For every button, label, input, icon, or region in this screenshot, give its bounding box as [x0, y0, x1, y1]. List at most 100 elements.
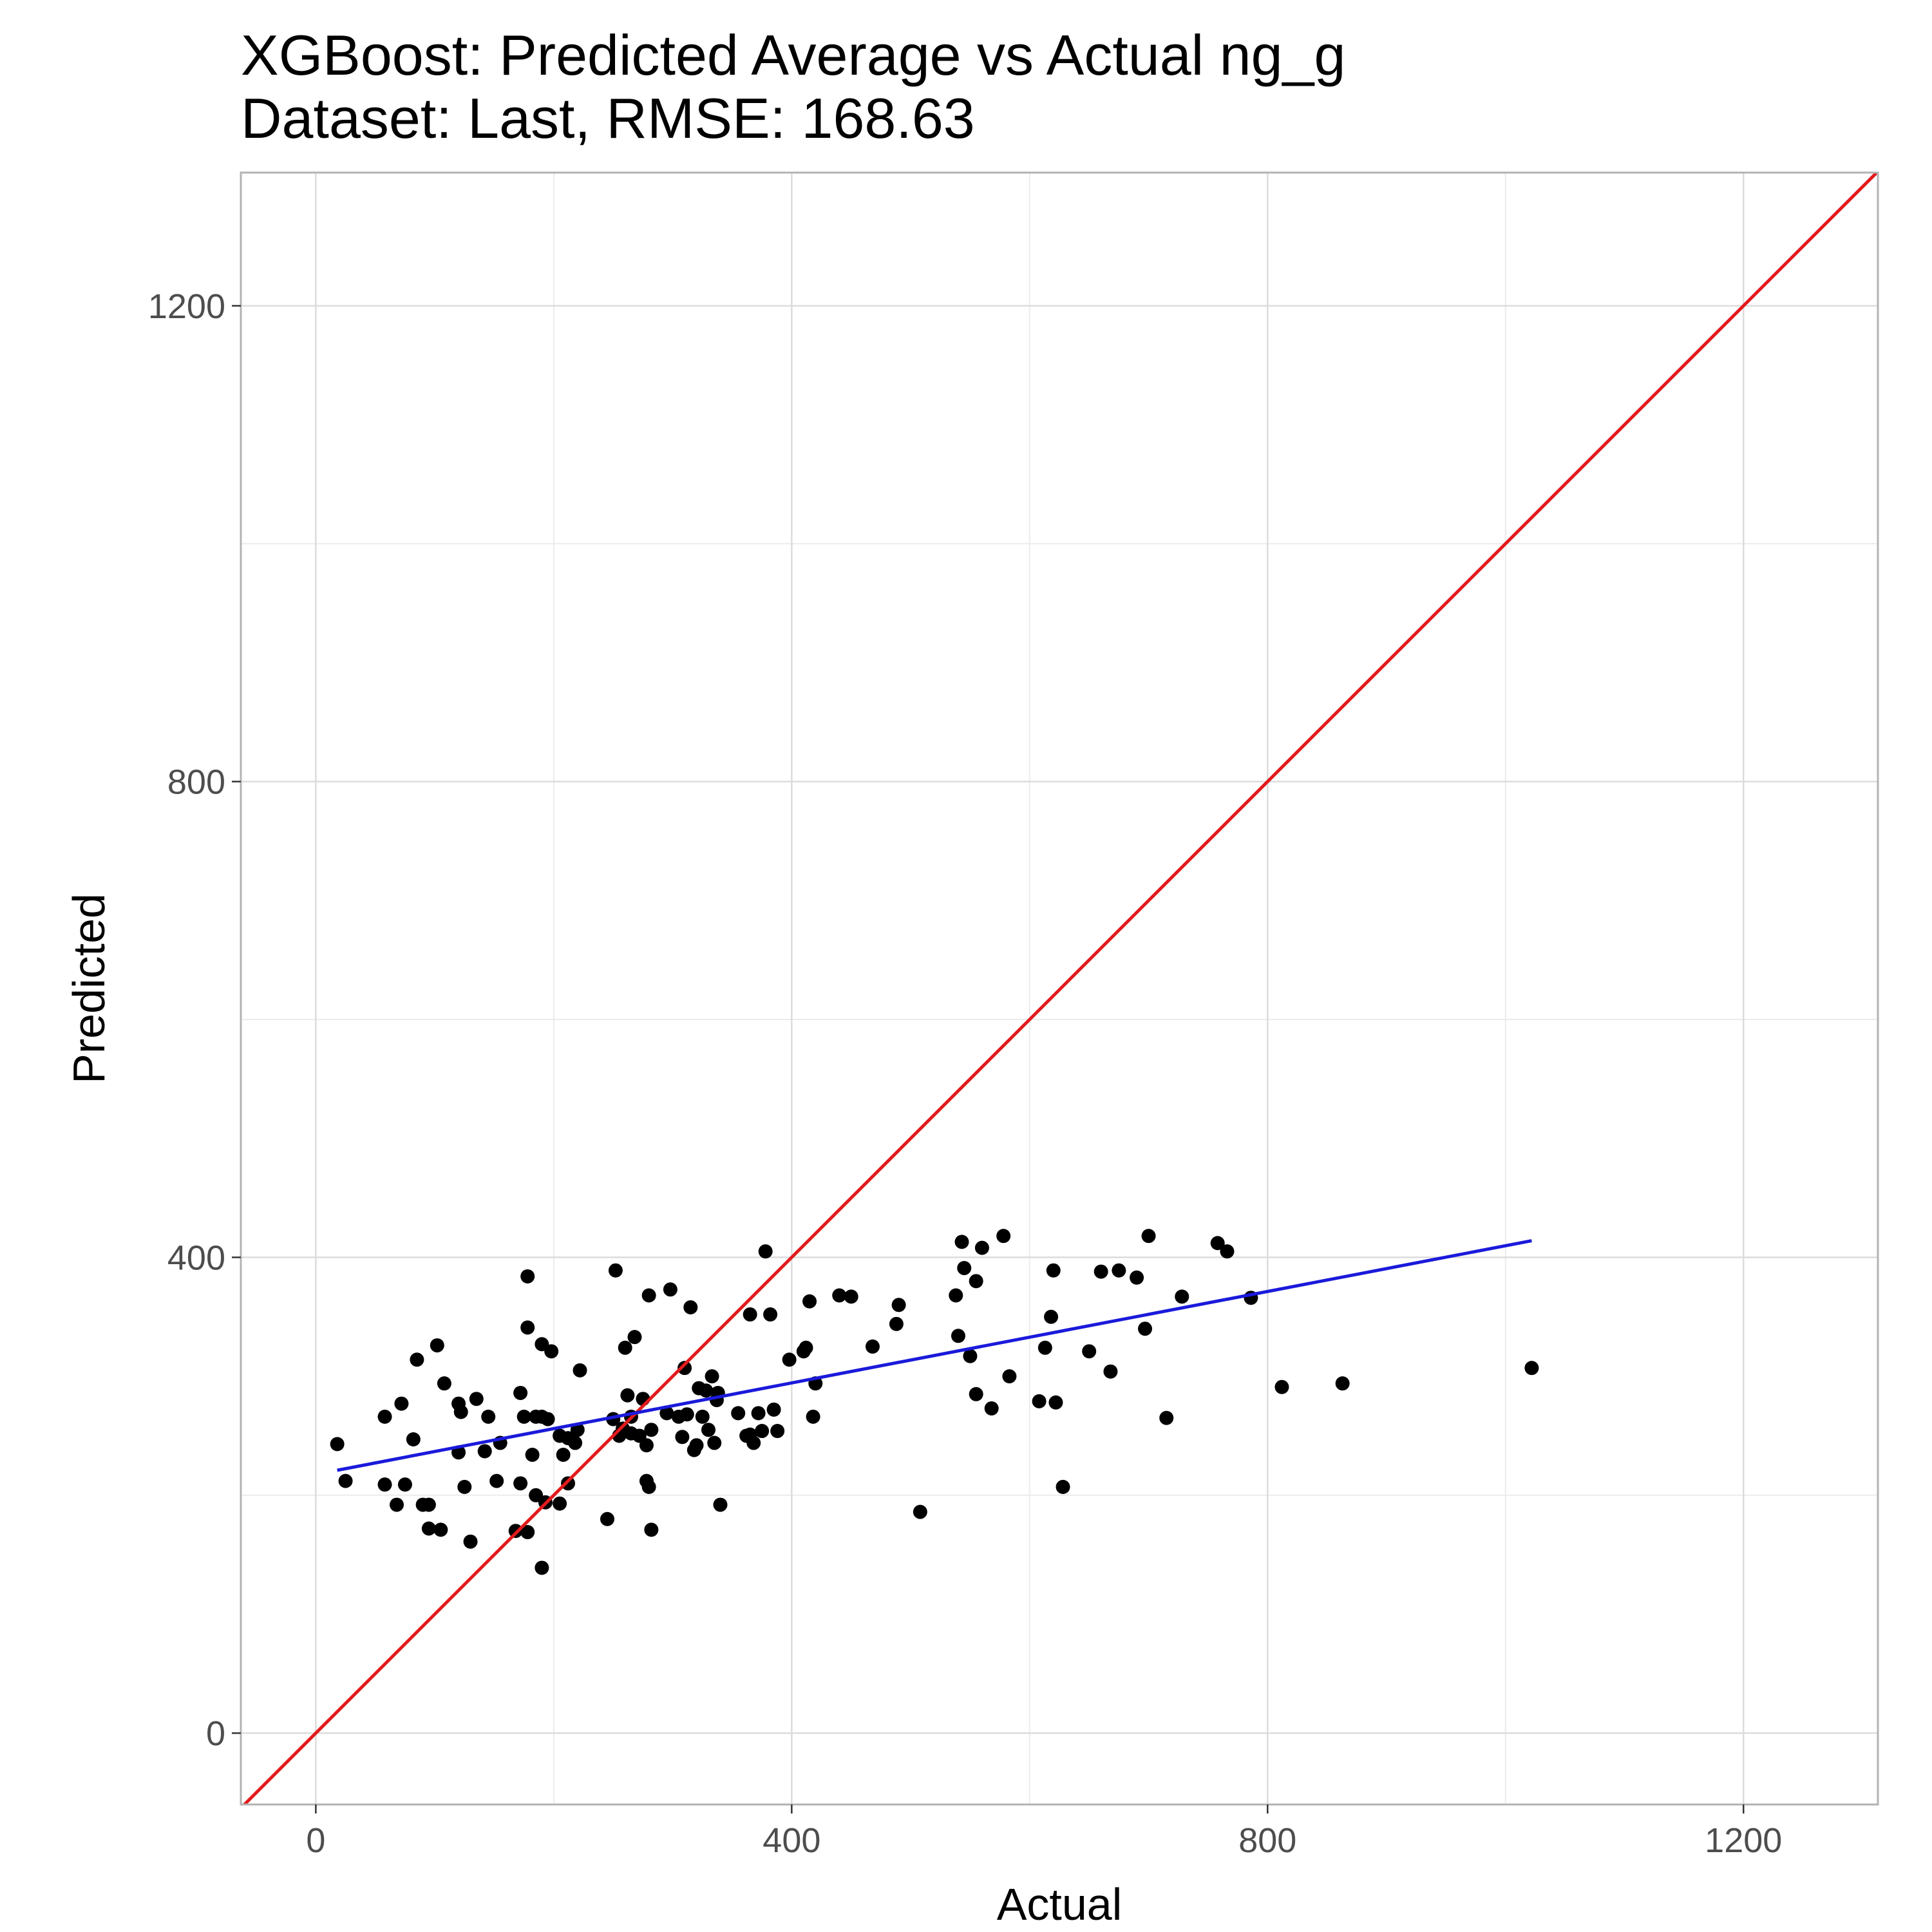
x-tick-label: 800 [1238, 1821, 1296, 1860]
data-point [1032, 1394, 1046, 1408]
data-point [520, 1320, 535, 1335]
data-point [1138, 1321, 1153, 1336]
data-point [1159, 1410, 1174, 1425]
data-point [770, 1424, 785, 1439]
data-point [677, 1361, 692, 1376]
data-point [437, 1376, 451, 1391]
data-point [600, 1511, 614, 1526]
data-point [1524, 1361, 1539, 1376]
data-point [659, 1406, 674, 1421]
data-point [477, 1444, 492, 1459]
data-point [338, 1473, 353, 1488]
data-point [463, 1534, 478, 1549]
y-tick-label: 400 [167, 1238, 225, 1277]
data-point [1130, 1270, 1144, 1285]
x-tick-label: 400 [762, 1821, 820, 1860]
data-point [1094, 1264, 1108, 1279]
data-point [568, 1435, 583, 1450]
data-point [394, 1396, 409, 1411]
data-point [377, 1477, 392, 1492]
data-point [1046, 1263, 1061, 1278]
data-point [1112, 1263, 1126, 1278]
data-point [516, 1409, 531, 1424]
data-point [618, 1340, 632, 1355]
data-point [561, 1476, 576, 1491]
y-tick-label: 1200 [148, 287, 225, 326]
data-point [556, 1448, 571, 1462]
y-tick-label: 0 [206, 1714, 225, 1753]
chart-title: XGBoost: Predicted Average vs Actual ng_… [241, 23, 1346, 87]
data-point [641, 1288, 656, 1303]
data-point [513, 1476, 528, 1491]
x-tick-label: 1200 [1705, 1821, 1782, 1860]
data-point [689, 1438, 704, 1453]
data-point [513, 1385, 528, 1400]
data-point [984, 1401, 999, 1416]
data-point [627, 1330, 642, 1345]
data-point [421, 1521, 436, 1536]
data-point [969, 1274, 983, 1289]
data-point [520, 1525, 535, 1540]
data-point [1335, 1376, 1350, 1391]
data-point [1220, 1244, 1235, 1259]
data-point [1210, 1236, 1225, 1251]
data-point [457, 1479, 472, 1494]
data-point [1175, 1289, 1189, 1304]
data-point [766, 1402, 781, 1417]
data-point [421, 1497, 436, 1512]
x-axis-title: Actual [997, 1879, 1122, 1929]
data-point [1056, 1479, 1070, 1494]
data-point [969, 1387, 983, 1401]
data-point [481, 1409, 496, 1424]
data-point [1048, 1395, 1063, 1410]
data-point [806, 1409, 820, 1424]
data-point [1274, 1379, 1289, 1394]
data-point [799, 1340, 813, 1355]
data-point [377, 1409, 392, 1424]
data-point [963, 1349, 978, 1363]
data-point [913, 1504, 927, 1519]
y-axis-title: Predicted [64, 893, 114, 1084]
data-point [758, 1244, 773, 1259]
data-point [397, 1477, 412, 1492]
data-point [891, 1298, 906, 1312]
data-point [889, 1316, 904, 1331]
axis-ticks: 0 400 800 1200 0 400 800 1200 [148, 287, 1782, 1860]
data-point [1103, 1364, 1118, 1379]
data-point [701, 1423, 716, 1437]
data-point [639, 1438, 654, 1453]
data-point [782, 1352, 797, 1367]
data-point [974, 1240, 989, 1255]
data-point [951, 1329, 965, 1343]
identity-line [242, 173, 1878, 1804]
panel-border [240, 171, 1879, 1806]
data-point [751, 1406, 766, 1421]
data-point [695, 1409, 710, 1424]
data-point [1002, 1369, 1017, 1384]
data-point [731, 1406, 746, 1421]
data-point [433, 1522, 448, 1537]
data-point [865, 1339, 880, 1354]
data-point [330, 1437, 345, 1452]
data-point [949, 1288, 963, 1303]
data-point [535, 1560, 549, 1575]
data-point [699, 1383, 714, 1398]
data-point [743, 1307, 757, 1322]
data-point [1141, 1229, 1156, 1244]
data-point [705, 1369, 719, 1384]
data-point [746, 1435, 761, 1450]
data-point [954, 1235, 969, 1249]
data-point [1037, 1340, 1052, 1355]
data-point [663, 1282, 677, 1297]
x-tick-label: 0 [306, 1821, 325, 1860]
data-point [957, 1261, 972, 1276]
data-point [469, 1392, 484, 1406]
data-point [410, 1352, 424, 1367]
data-point [707, 1435, 722, 1450]
regression-fit-line [337, 1239, 1532, 1472]
data-point [525, 1448, 540, 1462]
data-point [713, 1497, 728, 1512]
grid-lines [241, 173, 1878, 1804]
data-point [644, 1423, 659, 1437]
